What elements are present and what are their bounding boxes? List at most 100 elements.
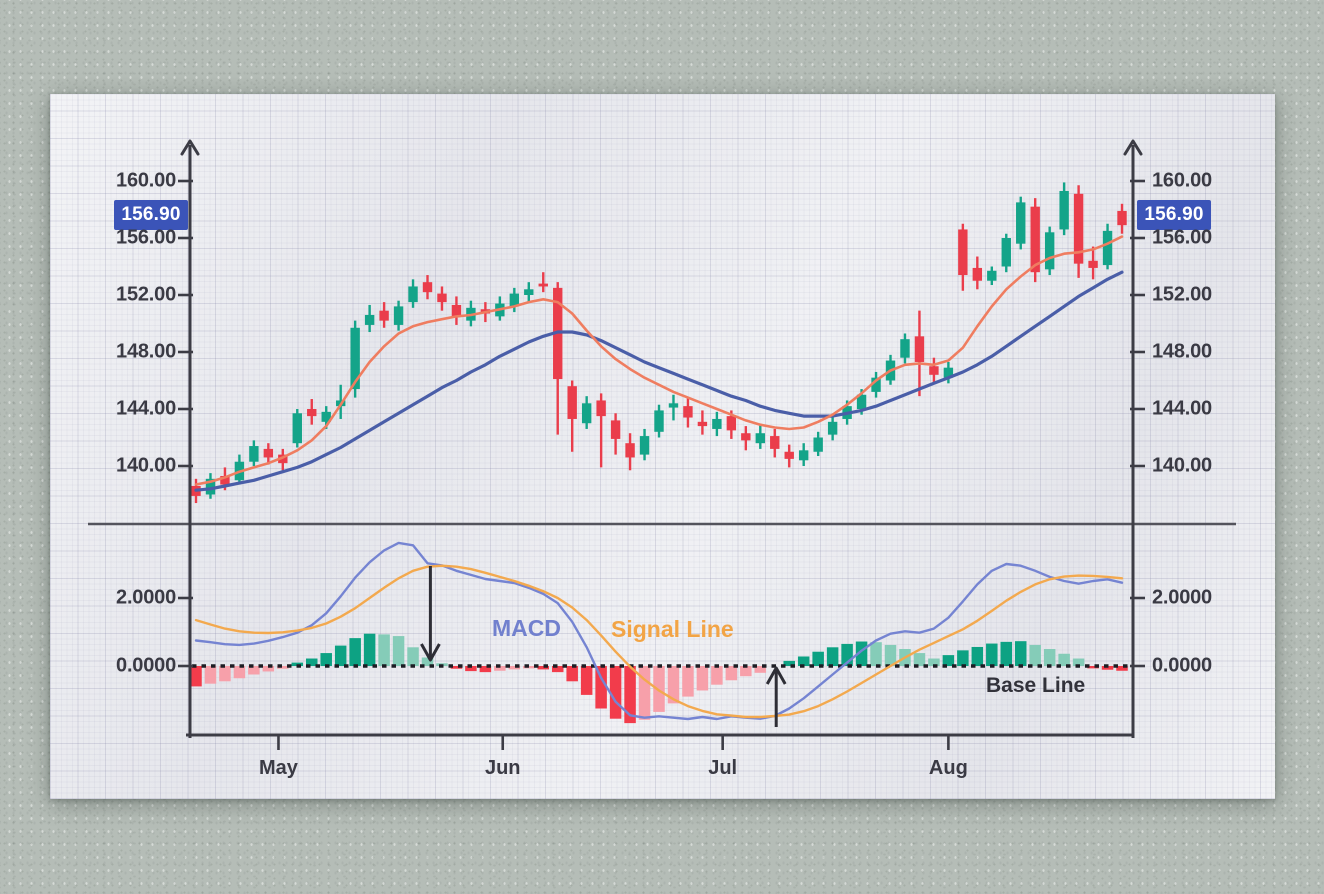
- macd-tick-label-left: 0.0000: [116, 654, 176, 677]
- macd-histogram-bar-down: [204, 666, 217, 684]
- candle-body-up: [871, 377, 881, 392]
- macd-histogram-bar-down: [494, 666, 506, 671]
- macd-line-label: MACD: [492, 615, 561, 641]
- macd-histogram-bar-down: [508, 666, 521, 670]
- month-label: Jul: [708, 757, 738, 779]
- macd-histogram-bar-down: [233, 666, 246, 679]
- macd-line: [194, 541, 1124, 721]
- macd-histogram-bar-down: [754, 666, 767, 673]
- candle-body-down: [1030, 206, 1040, 273]
- candle-body-up: [1001, 238, 1011, 267]
- macd-histogram-bar-down: [682, 666, 694, 697]
- macd-histogram-bar-up: [1072, 658, 1085, 666]
- candle-body-up: [668, 403, 679, 408]
- candle-body-up: [321, 411, 331, 422]
- bullish-crossover-arrow-head: [765, 666, 787, 685]
- macd-histogram-bar-down: [1116, 666, 1128, 671]
- price-tick-label-right: 140.00: [1152, 454, 1212, 477]
- candle-body-down: [610, 420, 621, 439]
- candle-body-up: [654, 410, 664, 432]
- price-axis-right-arrowhead: [1123, 139, 1143, 156]
- macd-histogram-bar-up: [363, 633, 376, 666]
- macd-histogram-bar-up: [378, 634, 390, 666]
- candle-body-down: [451, 304, 462, 317]
- candle-body-down: [770, 436, 780, 449]
- candle-body-up: [639, 436, 650, 455]
- candle-body-down: [1088, 260, 1098, 268]
- candle-body-up: [712, 418, 722, 429]
- macd-histogram-bar-down: [725, 666, 738, 681]
- macd-histogram-bar-down: [653, 666, 665, 712]
- macd-histogram-bar-down: [248, 666, 260, 675]
- candle-body-up: [755, 433, 765, 444]
- candle-body-down: [263, 448, 274, 458]
- macd-histogram-bar-down: [711, 666, 723, 685]
- macd-histogram-bar-down: [450, 666, 463, 669]
- macd-histogram-bar-up: [812, 651, 824, 666]
- candle-body-down: [625, 443, 635, 458]
- candle-body-down: [220, 475, 230, 485]
- macd-tick-label-right: 2.0000: [1152, 586, 1212, 609]
- macd-histogram-bar-up: [841, 643, 853, 666]
- macd-histogram-bar-down: [624, 666, 636, 724]
- last-price-badge-right: 156.90: [1137, 200, 1211, 230]
- macd-histogram-bar-up: [1000, 641, 1013, 666]
- macd-tick-label-left: 2.0000: [116, 586, 176, 609]
- candle-body-down: [596, 400, 606, 417]
- macd-histogram-bar-up: [783, 660, 795, 666]
- candle-body-up: [1016, 202, 1026, 244]
- macd-histogram-bar-up: [1029, 644, 1041, 666]
- macd-histogram-bar-down: [566, 666, 578, 682]
- price-tick-label-left: 140.00: [116, 454, 176, 477]
- macd-histogram-bar-up: [306, 658, 318, 666]
- price-axis-left-arrowhead: [180, 139, 200, 156]
- macd-histogram-bar-down: [595, 666, 607, 709]
- candle-body-down: [697, 421, 708, 427]
- macd-histogram-bar-down: [537, 666, 550, 670]
- macd-histogram-bar-up: [870, 642, 882, 666]
- macd-histogram-bar-down: [667, 666, 680, 704]
- macd-histogram-bar-up: [797, 656, 810, 666]
- candle-body-up: [798, 450, 809, 461]
- macd-histogram-bar-down: [479, 666, 492, 673]
- candle-body-up: [408, 286, 418, 303]
- price-tick-label-left: 148.00: [116, 340, 176, 363]
- price-tick-label-left: 160.00: [116, 169, 176, 192]
- month-label: Aug: [928, 757, 968, 779]
- price-tick-label-right: 160.00: [1152, 169, 1212, 192]
- macd-histogram-bar-up: [1058, 653, 1070, 666]
- price-tick-label-right: 152.00: [1152, 283, 1212, 306]
- candle-body-down: [784, 451, 794, 459]
- macd-histogram-bar-down: [1101, 666, 1114, 670]
- candle-body-down: [914, 336, 925, 362]
- slow-ma-line: [194, 270, 1124, 492]
- last-price-badge-left: 156.90: [114, 200, 188, 230]
- candle-body-up: [249, 446, 259, 462]
- macd-histogram-bar-down: [609, 666, 622, 719]
- candle-body-up: [1044, 232, 1055, 270]
- macd-histogram-bar-up: [913, 653, 926, 666]
- fast-ma-line: [194, 235, 1124, 486]
- macd-histogram-bar-up: [392, 636, 405, 666]
- macd-histogram-bar-down: [740, 666, 752, 677]
- macd-histogram-bar-up: [349, 638, 361, 666]
- month-label: Jun: [484, 757, 521, 779]
- macd-histogram-bar-down: [190, 666, 202, 687]
- macd-histogram-bar-down: [638, 666, 651, 720]
- signal-line: [194, 564, 1124, 719]
- candle-body-down: [437, 293, 447, 303]
- candle-body-up: [393, 306, 404, 325]
- candle-body-down: [538, 283, 548, 287]
- macd-histogram-bar-up: [1014, 641, 1027, 666]
- macd-histogram-bar-up: [884, 644, 897, 666]
- candle-body-down: [741, 433, 751, 441]
- bearish-crossover-arrow-head: [420, 643, 441, 662]
- price-tick-label-left: 144.00: [116, 397, 176, 420]
- candle-body-down: [726, 416, 737, 431]
- candle-body-up: [292, 413, 302, 444]
- candle-body-up: [509, 293, 520, 307]
- price-tick-label-right: 156.00: [1152, 226, 1212, 249]
- candle-body-up: [1059, 190, 1069, 230]
- candle-body-down: [422, 282, 433, 293]
